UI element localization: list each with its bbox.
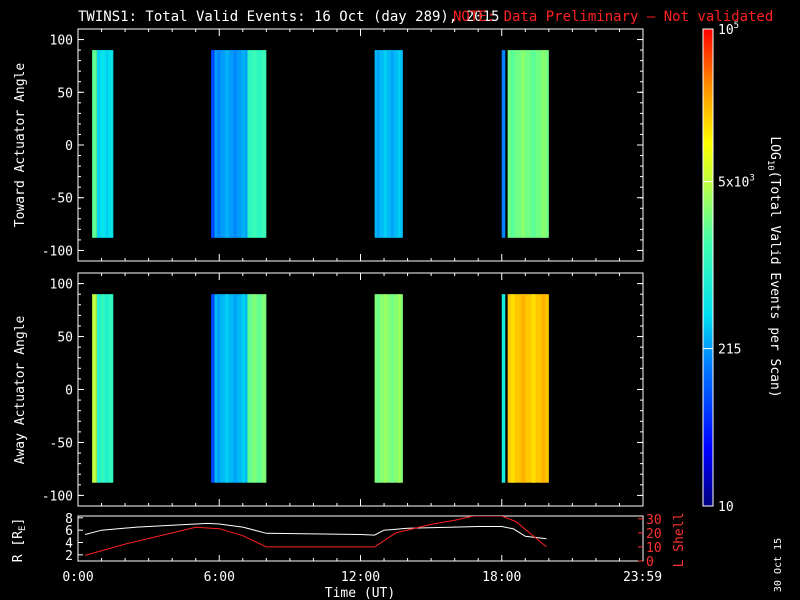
orbit-left-tick-label-1: 6 — [65, 524, 73, 539]
toward-band-4 — [247, 50, 267, 238]
orbit-left-tick-label-3: 2 — [65, 549, 73, 564]
away-ytick-label-3: -50 — [50, 436, 73, 451]
colorbar-tick-label-2: 5x103 — [718, 174, 755, 191]
away-ytick-label-0: 100 — [50, 278, 73, 293]
colorbar-label-main: LOG — [767, 136, 782, 160]
side-date: 30 Oct 15 — [773, 538, 784, 592]
time-xlabel: Time (UT) — [325, 586, 395, 600]
toward-band-6 — [501, 50, 506, 238]
colorbar-tick-label-3: 105 — [718, 21, 739, 38]
orbit-right-tick-label-0: 30 — [646, 513, 662, 528]
orbit-right-tick-label-3: 0 — [646, 555, 654, 570]
orbit-ylabel-right: L Shell — [672, 513, 687, 568]
toward-band-0 — [92, 50, 97, 238]
colorbar-label-rest: (Total Valid Events per Scan) — [767, 171, 782, 398]
orbit-left-tick-label-0: 8 — [65, 512, 73, 527]
away-heatmap — [92, 294, 549, 483]
chart-title: TWINS1: Total Valid Events: 16 Oct (day … — [78, 9, 499, 25]
away-ytick-label-2: 0 — [65, 384, 73, 399]
away-ytick-label-1: 50 — [57, 331, 73, 346]
colorbar-label: LOG10(Total Valid Events per Scan) — [765, 136, 782, 397]
toward-ytick-label-1: 50 — [57, 86, 73, 101]
preliminary-note: NOTE: Data Preliminary — Not validated — [453, 9, 773, 25]
orbit-line-r — [84, 522, 547, 540]
toward-ytick-label-4: -100 — [42, 244, 73, 259]
away-band-2 — [211, 294, 215, 483]
orbit-xtick-label-0: 0:00 — [62, 570, 93, 585]
colorbar-tick-label-0: 10 — [718, 500, 734, 515]
toward-band-2 — [211, 50, 215, 238]
away-panel-frame — [77, 272, 644, 507]
colorbar-label-sub: 10 — [765, 160, 775, 171]
colorbar-tick-label-1: 215 — [718, 343, 741, 358]
toward-panel-frame — [77, 28, 644, 262]
toward-ylabel: Toward Actuator Angle — [13, 63, 28, 228]
toward-panel: 100 50 0 -50 -100 Toward Actuator Angle — [13, 28, 644, 262]
orbit-right-tick-label-1: 20 — [646, 527, 662, 542]
toward-ytick-label-2: 0 — [65, 139, 73, 154]
orbit-left-tick-label-2: 4 — [65, 537, 73, 552]
orbit-line-lshell — [84, 516, 547, 556]
orbit-right-tick-label-2: 10 — [646, 541, 662, 556]
away-panel: 100 50 0 -50 -100 Away Actuator Angle — [13, 272, 644, 507]
colorbar-gradient — [702, 28, 714, 507]
away-band-6 — [501, 294, 506, 483]
away-band-1 — [96, 294, 114, 483]
orbit-xtick-label-2: 12:00 — [341, 570, 380, 585]
away-band-0 — [92, 294, 97, 483]
orbit-panel-frame — [77, 515, 644, 562]
toward-ytick-label-3: -50 — [50, 192, 73, 207]
orbit-xtick-label-1: 6:00 — [204, 570, 235, 585]
toward-band-1 — [96, 50, 114, 238]
orbit-ylabel-left: R [RE] — [11, 518, 28, 563]
away-ylabel: Away Actuator Angle — [13, 315, 28, 464]
toward-ytick-label-0: 100 — [50, 34, 73, 49]
away-band-4 — [247, 294, 267, 483]
away-ytick-label-4: -100 — [42, 489, 73, 504]
orbit-xtick-label-4: 23:59 — [623, 570, 662, 585]
orbit-xtick-label-3: 18:00 — [482, 570, 521, 585]
toward-heatmap — [92, 50, 549, 238]
